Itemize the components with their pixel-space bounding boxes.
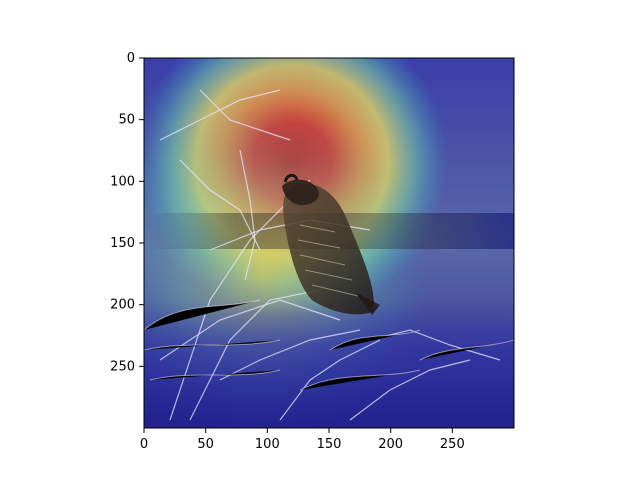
x-tick-label: 200 [378,437,403,452]
quail [282,173,380,315]
y-tick-label: 200 [110,298,135,313]
branches [159,89,501,421]
x-axis: 0 50 100 150 200 250 [140,428,465,452]
bottom-cold-region [144,300,514,428]
quail-tail [355,292,380,315]
x-tick-label: 0 [140,437,148,452]
y-tick-label: 0 [127,51,135,66]
quail-plume [283,173,299,183]
y-axis: 0 50 100 150 200 250 [110,51,144,374]
y-tick-label: 50 [118,113,135,128]
x-tick-label: 100 [255,437,280,452]
y-tick-label: 100 [110,174,135,189]
image-area [144,58,514,428]
x-tick-label: 50 [197,437,214,452]
quail-head [282,179,319,206]
x-tick-label: 250 [440,437,465,452]
x-tick-label: 150 [317,437,342,452]
foreground-brush [144,299,514,391]
y-tick-label: 150 [110,236,135,251]
quail-body [283,183,374,315]
y-tick-label: 250 [110,359,135,374]
quail-feather-pattern [297,224,359,297]
